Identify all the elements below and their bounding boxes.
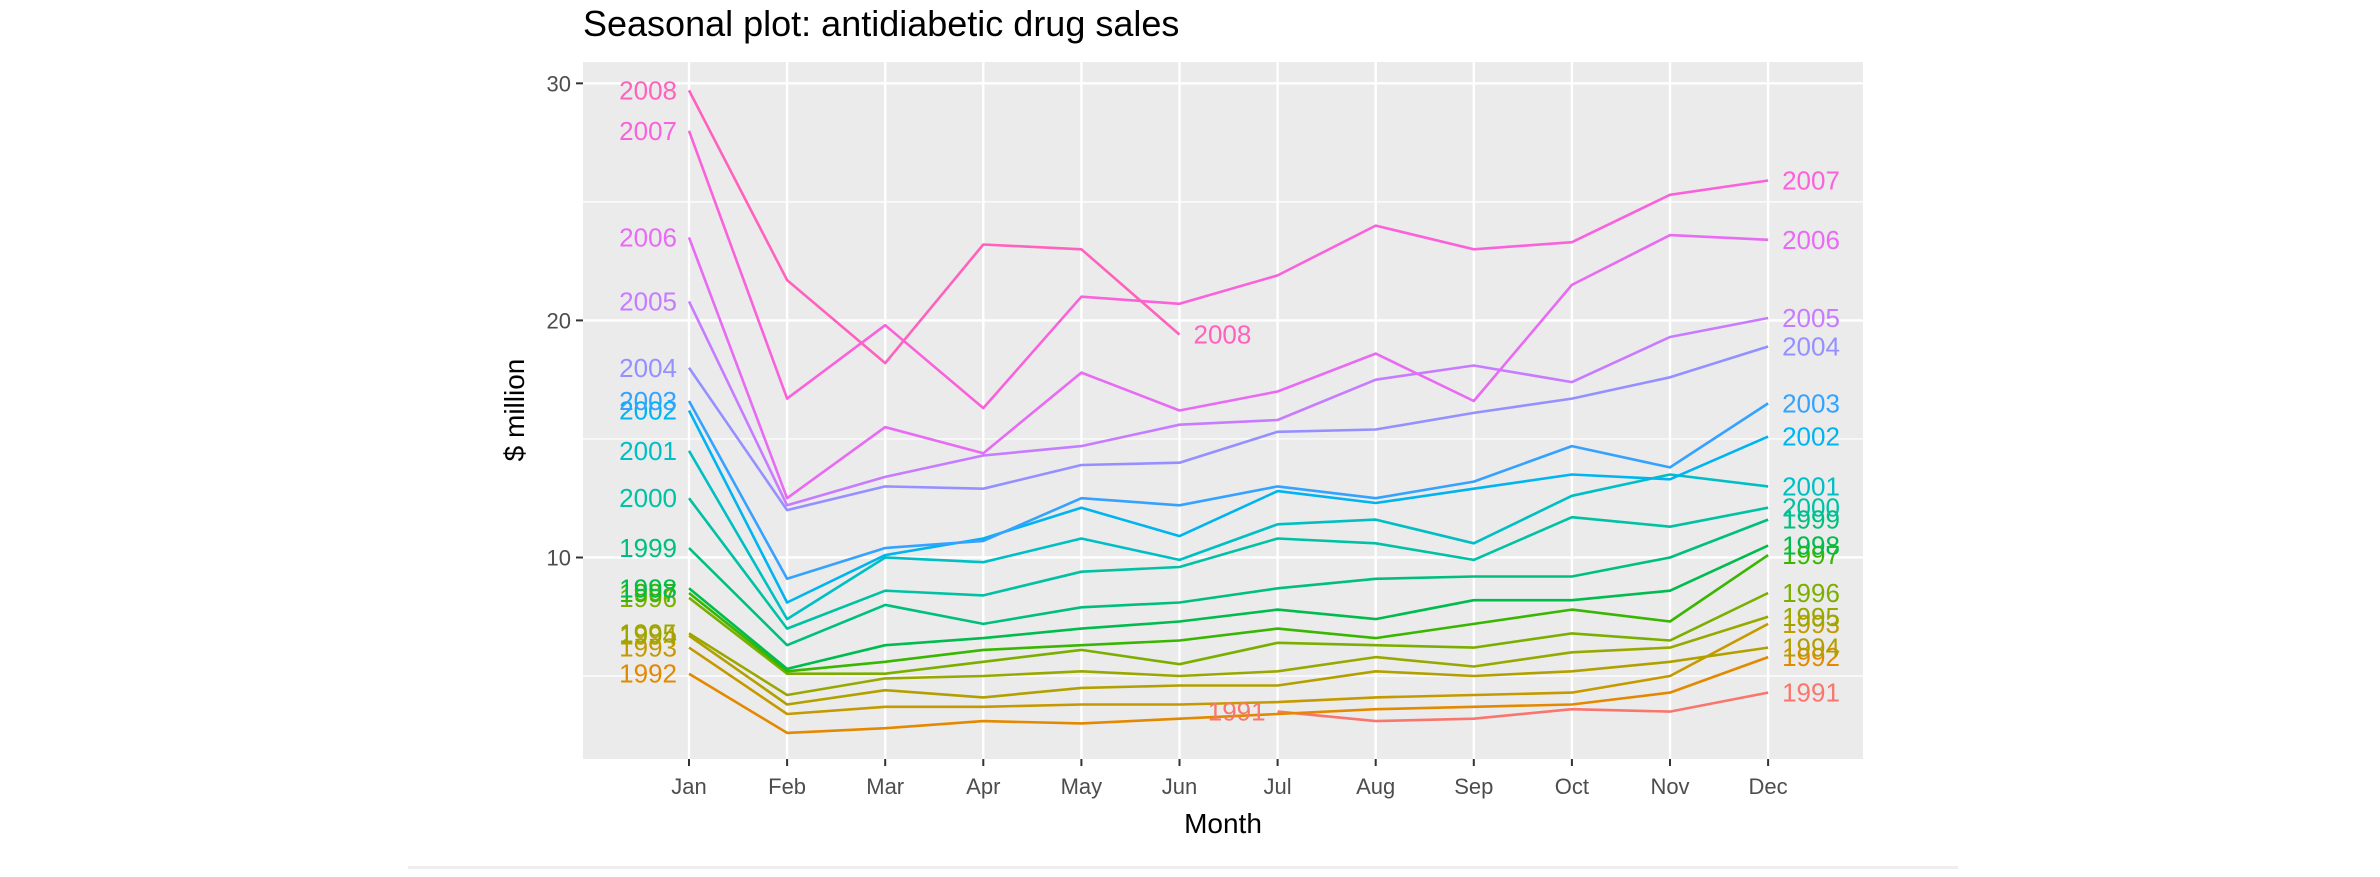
x-tick-label: Oct [1555, 774, 1589, 799]
major-grid [583, 62, 1863, 759]
x-tick-label: Aug [1356, 774, 1395, 799]
series-label-end-1998: 1998 [1782, 531, 1840, 561]
series-label-start-2001: 2001 [619, 436, 677, 466]
series-line-1998 [688, 544, 1769, 671]
series-line-2005 [687, 300, 1769, 507]
series-label-end-1995: 1995 [1782, 602, 1840, 632]
series-line-1992 [688, 655, 1769, 735]
y-tick-label: 20 [547, 308, 571, 333]
series-label-start-1992: 1992 [619, 659, 677, 689]
plot-panel [583, 62, 1863, 759]
series-label-start-2006: 2006 [619, 222, 677, 252]
x-tick-label: May [1061, 774, 1103, 799]
y-axis: 10 20 30 [547, 71, 583, 570]
series-label-start-1998: 1998 [619, 573, 677, 603]
series-label-start-1996: 1996 [619, 583, 677, 613]
series-line-2006 [687, 233, 1769, 500]
chart-title: Seasonal plot: antidiabetic drug sales [583, 3, 1179, 44]
series-label-start-1993: 1993 [619, 633, 677, 663]
series-label-start-1991: 1991 [1208, 697, 1266, 727]
y-axis-title: $ million [499, 359, 530, 462]
series-lines [687, 89, 1769, 735]
series-line-1995 [688, 615, 1769, 697]
series-label-end-2000: 2000 [1782, 493, 1840, 523]
minor-grid [583, 201, 1863, 677]
series-line-1996 [688, 591, 1769, 676]
series-label-start-2000: 2000 [619, 483, 677, 513]
series-line-2003 [687, 400, 1769, 581]
series-label-start-2004: 2004 [619, 353, 677, 383]
series-line-1991 [1277, 691, 1769, 723]
x-tick-label: Sep [1454, 774, 1493, 799]
bottom-divider [408, 866, 1958, 869]
series-line-2002 [687, 409, 1769, 604]
series-line-2004 [687, 345, 1769, 512]
series-label-end-1993: 1993 [1782, 609, 1840, 639]
series-label-end-2005: 2005 [1782, 303, 1840, 333]
series-label-end-2008: 2008 [1194, 320, 1252, 350]
series-label-start-2005: 2005 [619, 286, 677, 316]
series-label-end-2001: 2001 [1782, 471, 1840, 501]
series-line-2007 [687, 130, 1769, 410]
series-label-start-2007: 2007 [619, 116, 677, 146]
series-line-2008 [687, 89, 1181, 365]
series-label-start-2003: 2003 [619, 386, 677, 416]
series-label-start-2008: 2008 [619, 75, 677, 105]
series-label-start-1995: 1995 [619, 618, 677, 648]
series-label-start-1994: 1994 [619, 621, 677, 651]
series-line-1997 [688, 554, 1769, 673]
x-tick-label: Jan [671, 774, 706, 799]
y-tick-label: 30 [547, 71, 571, 96]
x-tick-label: Dec [1749, 774, 1788, 799]
series-label-end-2002: 2002 [1782, 422, 1840, 452]
series-label-end-2004: 2004 [1782, 331, 1840, 361]
series-label-end-1997: 1997 [1782, 540, 1840, 570]
x-tick-label: Apr [966, 774, 1000, 799]
x-axis-title: Month [1184, 808, 1262, 839]
series-line-2000 [687, 497, 1769, 630]
x-tick-label: Jun [1162, 774, 1197, 799]
x-tick-label: Feb [768, 774, 806, 799]
series-label-end-2007: 2007 [1782, 166, 1840, 196]
series-label-end-1991: 1991 [1782, 678, 1840, 708]
series-label-start-2002: 2002 [619, 396, 677, 426]
series-label-end-1996: 1996 [1782, 578, 1840, 608]
series-line-2001 [687, 450, 1769, 621]
y-tick-label: 10 [547, 545, 571, 570]
series-label-start-1999: 1999 [619, 533, 677, 563]
series-label-end-2003: 2003 [1782, 388, 1840, 418]
x-tick-label: Mar [866, 774, 904, 799]
series-label-end-1994: 1994 [1782, 633, 1840, 663]
series-line-1993 [688, 622, 1769, 716]
series-label-end-2006: 2006 [1782, 225, 1840, 255]
series-label-end-1992: 1992 [1782, 642, 1840, 672]
series-line-1999 [688, 518, 1769, 647]
series-line-1994 [688, 634, 1769, 706]
x-tick-label: Nov [1650, 774, 1689, 799]
x-tick-label: Jul [1264, 774, 1292, 799]
series-label-start-1997: 1997 [619, 578, 677, 608]
x-axis: Jan Feb Mar Apr May Jun Jul Aug Sep Oct Nov Dec [671, 759, 1788, 799]
series-label-end-1999: 1999 [1782, 505, 1840, 535]
